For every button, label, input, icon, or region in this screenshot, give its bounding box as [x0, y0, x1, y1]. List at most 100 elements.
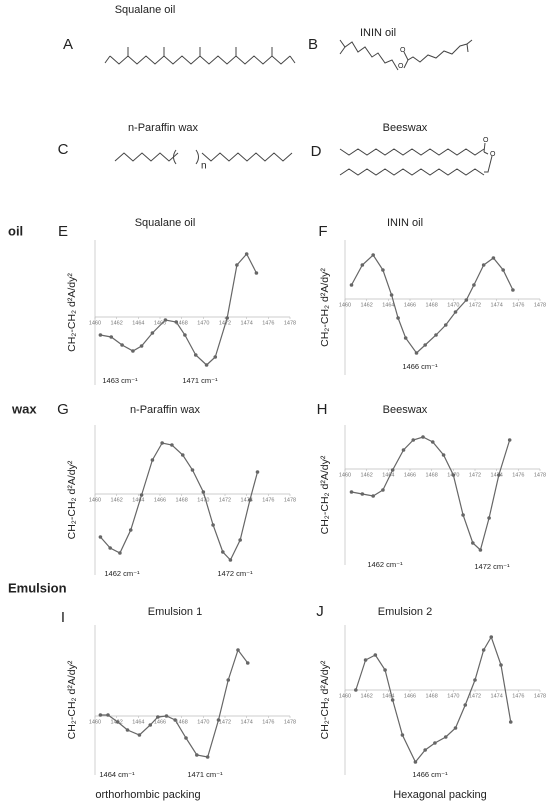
oxygen-atom: O: [400, 47, 406, 54]
data-point: [170, 443, 174, 447]
x-tick-label: 1470: [197, 719, 209, 725]
structure-title: Beeswax: [383, 122, 428, 134]
x-tick-label: 1464: [132, 497, 144, 503]
peak-annotation: 1466 cm⁻¹: [402, 362, 438, 371]
data-point: [489, 635, 494, 639]
oxygen-atom: O: [483, 137, 489, 144]
data-point: [478, 548, 483, 552]
data-point: [471, 541, 475, 545]
panel-letter: J: [316, 603, 324, 620]
data-point: [497, 473, 501, 477]
x-tick-label: 1462: [361, 693, 373, 699]
oxygen-atom: O: [490, 151, 496, 158]
x-tick-label: 1478: [284, 320, 296, 326]
data-point: [190, 468, 195, 472]
data-point: [411, 438, 416, 442]
panel-letter: D: [311, 143, 322, 160]
chart-title: Emulsion 1: [148, 606, 202, 618]
data-point: [511, 288, 515, 292]
data-point: [238, 538, 242, 542]
data-point: [373, 653, 378, 657]
data-point: [173, 718, 177, 722]
data-point: [183, 333, 187, 337]
x-tick-label: 1478: [284, 497, 296, 503]
data-point: [98, 333, 103, 337]
x-tick-label: 1464: [382, 693, 394, 699]
panel-letter: B: [308, 36, 318, 53]
panel-letter: F: [318, 223, 327, 240]
data-point: [501, 268, 505, 272]
chart-title: Emulsion 2: [378, 606, 432, 618]
data-point: [225, 316, 229, 320]
data-point: [414, 351, 419, 355]
data-point: [463, 703, 468, 707]
bond-chain: [114, 152, 179, 162]
x-tick-label: 1470: [197, 497, 209, 503]
chart-title: Squalane oil: [135, 217, 196, 229]
x-tick-label: 1466: [154, 719, 166, 725]
data-point: [433, 741, 437, 745]
bond-chain: [339, 39, 399, 71]
data-point: [174, 320, 179, 324]
data-point: [481, 648, 486, 652]
data-point: [216, 718, 221, 722]
data-point: [383, 668, 387, 672]
data-point: [360, 263, 365, 267]
x-tick-label: 1476: [262, 719, 274, 725]
data-point: [248, 498, 252, 502]
x-tick-label: 1478: [534, 302, 546, 308]
methyl-branch: [289, 55, 296, 64]
spectrum-line: [350, 254, 514, 354]
x-tick-label: 1474: [241, 497, 253, 503]
x-tick-label: 1468: [176, 320, 188, 326]
panel-letter: I: [61, 609, 65, 626]
x-tick-label: 1476: [512, 693, 524, 699]
data-point: [235, 263, 239, 267]
bond-chain: [109, 55, 291, 65]
panel-letter: C: [58, 141, 69, 158]
x-tick-label: 1466: [154, 320, 166, 326]
x-tick-label: 1472: [469, 472, 481, 478]
x-tick-label: 1468: [426, 693, 438, 699]
data-point: [221, 550, 225, 554]
x-tick-label: 1462: [361, 472, 373, 478]
data-point: [499, 663, 503, 667]
x-tick-label: 1478: [284, 719, 296, 725]
data-point: [245, 661, 250, 665]
data-point: [396, 316, 400, 320]
data-point: [453, 726, 458, 730]
data-point: [441, 453, 446, 457]
peak-annotation: 1462 cm⁻¹: [367, 560, 403, 569]
x-tick-label: 1468: [176, 497, 188, 503]
carbonyl: [483, 142, 486, 153]
data-point: [401, 448, 406, 452]
data-point: [464, 298, 469, 302]
data-point: [180, 453, 185, 457]
x-tick-label: 1474: [491, 693, 503, 699]
chart-title: Beeswax: [383, 404, 428, 416]
y-axis-label: CH₂-CH₂ d²A/dy²: [319, 268, 331, 347]
x-tick-label: 1472: [469, 302, 481, 308]
x-tick-label: 1476: [262, 320, 274, 326]
data-point: [211, 523, 215, 527]
data-point: [508, 720, 513, 724]
data-point: [201, 490, 206, 494]
bond-chain: [201, 152, 293, 162]
data-point: [228, 558, 233, 562]
carbonyl: [403, 51, 409, 61]
data-point: [106, 713, 110, 717]
x-tick-label: 1460: [339, 472, 351, 478]
oxygen-atom: O: [398, 63, 404, 70]
bond-chain: [484, 155, 493, 173]
data-point: [421, 435, 425, 439]
y-axis-label: CH₂-CH₂ d²A/dy²: [66, 460, 78, 539]
x-tick-label: 1472: [469, 693, 481, 699]
x-tick-label: 1466: [404, 693, 416, 699]
x-tick-label: 1470: [447, 302, 459, 308]
data-point: [131, 349, 135, 353]
x-tick-label: 1476: [262, 497, 274, 503]
y-axis-label: CH₂-CH₂ d²A/dy²: [66, 273, 78, 352]
x-tick-label: 1464: [132, 320, 144, 326]
methyl-branch: [466, 43, 469, 53]
